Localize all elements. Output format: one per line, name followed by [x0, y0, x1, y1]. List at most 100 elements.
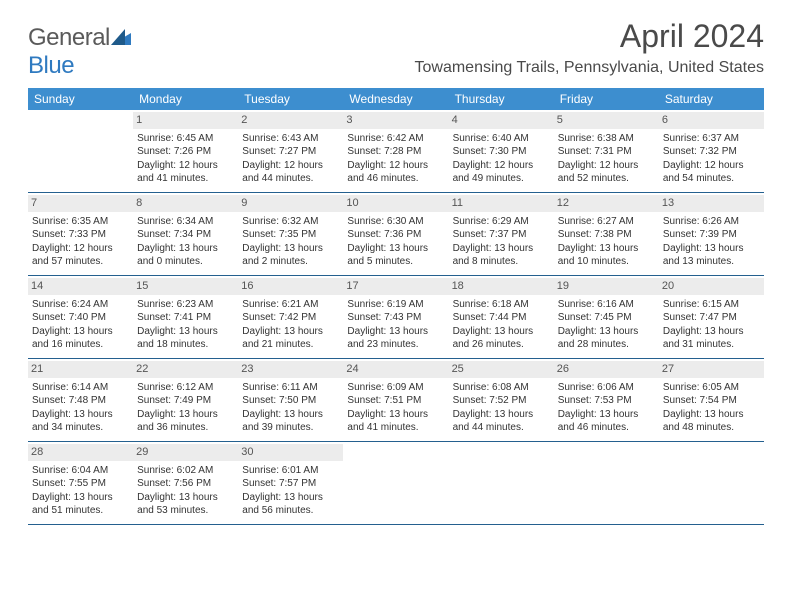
- day-number: 23: [238, 361, 343, 378]
- sunset-text: Sunset: 7:32 PM: [663, 145, 760, 159]
- daylight-text: Daylight: 12 hours and 52 minutes.: [558, 159, 655, 186]
- daylight-text: Daylight: 13 hours and 36 minutes.: [137, 408, 234, 435]
- day-cell: 27Sunrise: 6:05 AMSunset: 7:54 PMDayligh…: [659, 359, 764, 441]
- sunrise-text: Sunrise: 6:37 AM: [663, 132, 760, 146]
- daylight-text: Daylight: 12 hours and 41 minutes.: [137, 159, 234, 186]
- calendar-page: GeneralBlue April 2024 Towamensing Trail…: [0, 0, 792, 525]
- sunset-text: Sunset: 7:38 PM: [558, 228, 655, 242]
- sunset-text: Sunset: 7:35 PM: [242, 228, 339, 242]
- day-cell: 3Sunrise: 6:42 AMSunset: 7:28 PMDaylight…: [343, 110, 448, 192]
- sunset-text: Sunset: 7:42 PM: [242, 311, 339, 325]
- sunset-text: Sunset: 7:51 PM: [347, 394, 444, 408]
- daylight-text: Daylight: 13 hours and 13 minutes.: [663, 242, 760, 269]
- header-bar: GeneralBlue April 2024 Towamensing Trail…: [28, 18, 764, 80]
- day-cell: 12 Sunrise: 6:27 AMSunset: 7:38 PMDayligh…: [554, 193, 659, 275]
- sunrise-text: Sunrise: 6:32 AM: [242, 215, 339, 229]
- title-block: April 2024 Towamensing Trails, Pennsylva…: [414, 18, 764, 77]
- day-number: 2: [238, 112, 343, 129]
- day-number: 20: [659, 278, 764, 295]
- daylight-text: Daylight: 13 hours and 51 minutes.: [32, 491, 129, 518]
- day-number: 7: [28, 195, 133, 212]
- weekday-header: Wednesday: [343, 88, 448, 110]
- daylight-text: Daylight: 12 hours and 49 minutes.: [453, 159, 550, 186]
- weekday-header-row: Sunday Monday Tuesday Wednesday Thursday…: [28, 88, 764, 110]
- daylight-text: Daylight: 12 hours and 46 minutes.: [347, 159, 444, 186]
- daylight-text: Daylight: 13 hours and 21 minutes.: [242, 325, 339, 352]
- weekday-header: Friday: [554, 88, 659, 110]
- daylight-text: Daylight: 13 hours and 34 minutes.: [32, 408, 129, 435]
- day-cell: 14Sunrise: 6:24 AMSunset: 7:40 PMDayligh…: [28, 276, 133, 358]
- sunset-text: Sunset: 7:57 PM: [242, 477, 339, 491]
- day-number: 18: [449, 278, 554, 295]
- day-number: 17: [343, 278, 448, 295]
- sunrise-text: Sunrise: 6:43 AM: [242, 132, 339, 146]
- day-number: 11: [449, 195, 554, 212]
- daylight-text: Daylight: 13 hours and 8 minutes.: [453, 242, 550, 269]
- sunrise-text: Sunrise: 6:01 AM: [242, 464, 339, 478]
- sunrise-text: Sunrise: 6:27 AM: [558, 215, 655, 229]
- sunrise-text: Sunrise: 6:24 AM: [32, 298, 129, 312]
- brand-text: GeneralBlue: [28, 24, 131, 80]
- daylight-text: Daylight: 13 hours and 16 minutes.: [32, 325, 129, 352]
- day-cell: 11 Sunrise: 6:29 AMSunset: 7:37 PMDayligh…: [449, 193, 554, 275]
- day-cell: 13Sunrise: 6:26 AMSunset: 7:39 PMDayligh…: [659, 193, 764, 275]
- sunset-text: Sunset: 7:45 PM: [558, 311, 655, 325]
- sunset-text: Sunset: 7:52 PM: [453, 394, 550, 408]
- sunset-text: Sunset: 7:27 PM: [242, 145, 339, 159]
- week-row: 14Sunrise: 6:24 AMSunset: 7:40 PMDayligh…: [28, 276, 764, 359]
- daylight-text: Daylight: 13 hours and 26 minutes.: [453, 325, 550, 352]
- sunset-text: Sunset: 7:49 PM: [137, 394, 234, 408]
- day-cell: 20Sunrise: 6:15 AMSunset: 7:47 PMDayligh…: [659, 276, 764, 358]
- day-number: 27: [659, 361, 764, 378]
- daylight-text: Daylight: 13 hours and 53 minutes.: [137, 491, 234, 518]
- day-number: 6: [659, 112, 764, 129]
- location-label: Towamensing Trails, Pennsylvania, United…: [414, 59, 764, 77]
- day-cell: 17Sunrise: 6:19 AMSunset: 7:43 PMDayligh…: [343, 276, 448, 358]
- daylight-text: Daylight: 13 hours and 46 minutes.: [558, 408, 655, 435]
- daylight-text: Daylight: 13 hours and 2 minutes.: [242, 242, 339, 269]
- day-number: 26: [554, 361, 659, 378]
- day-cell: 1Sunrise: 6:45 AMSunset: 7:26 PMDaylight…: [133, 110, 238, 192]
- day-cell: 15Sunrise: 6:23 AMSunset: 7:41 PMDayligh…: [133, 276, 238, 358]
- week-row: 28Sunrise: 6:04 AMSunset: 7:55 PMDayligh…: [28, 442, 764, 525]
- daylight-text: Daylight: 13 hours and 48 minutes.: [663, 408, 760, 435]
- day-cell: 19Sunrise: 6:16 AMSunset: 7:45 PMDayligh…: [554, 276, 659, 358]
- weekday-header: Monday: [133, 88, 238, 110]
- day-number: 16: [238, 278, 343, 295]
- sunrise-text: Sunrise: 6:21 AM: [242, 298, 339, 312]
- day-cell: 5Sunrise: 6:38 AMSunset: 7:31 PMDaylight…: [554, 110, 659, 192]
- day-cell: [659, 442, 764, 524]
- weekday-header: Tuesday: [238, 88, 343, 110]
- weekday-header: Sunday: [28, 88, 133, 110]
- brand-mark-icon: [111, 24, 131, 52]
- weekday-header: Thursday: [449, 88, 554, 110]
- sunset-text: Sunset: 7:54 PM: [663, 394, 760, 408]
- day-cell: 2Sunrise: 6:43 AMSunset: 7:27 PMDaylight…: [238, 110, 343, 192]
- day-cell: 9 Sunrise: 6:32 AMSunset: 7:35 PMDaylight…: [238, 193, 343, 275]
- day-cell: [28, 110, 133, 192]
- sunset-text: Sunset: 7:55 PM: [32, 477, 129, 491]
- sunrise-text: Sunrise: 6:09 AM: [347, 381, 444, 395]
- sunrise-text: Sunrise: 6:14 AM: [32, 381, 129, 395]
- day-number: 5: [554, 112, 659, 129]
- sunrise-text: Sunrise: 6:35 AM: [32, 215, 129, 229]
- day-number: 12: [554, 195, 659, 212]
- daylight-text: Daylight: 13 hours and 10 minutes.: [558, 242, 655, 269]
- daylight-text: Daylight: 13 hours and 18 minutes.: [137, 325, 234, 352]
- daylight-text: Daylight: 13 hours and 41 minutes.: [347, 408, 444, 435]
- sunset-text: Sunset: 7:33 PM: [32, 228, 129, 242]
- sunset-text: Sunset: 7:47 PM: [663, 311, 760, 325]
- sunset-text: Sunset: 7:53 PM: [558, 394, 655, 408]
- sunset-text: Sunset: 7:37 PM: [453, 228, 550, 242]
- sunset-text: Sunset: 7:39 PM: [663, 228, 760, 242]
- sunset-text: Sunset: 7:28 PM: [347, 145, 444, 159]
- sunrise-text: Sunrise: 6:29 AM: [453, 215, 550, 229]
- sunset-text: Sunset: 7:50 PM: [242, 394, 339, 408]
- sunrise-text: Sunrise: 6:40 AM: [453, 132, 550, 146]
- sunrise-text: Sunrise: 6:16 AM: [558, 298, 655, 312]
- day-number: 8: [133, 195, 238, 212]
- sunset-text: Sunset: 7:41 PM: [137, 311, 234, 325]
- day-number: 9: [238, 195, 343, 212]
- sunrise-text: Sunrise: 6:23 AM: [137, 298, 234, 312]
- week-row: 1Sunrise: 6:45 AMSunset: 7:26 PMDaylight…: [28, 110, 764, 193]
